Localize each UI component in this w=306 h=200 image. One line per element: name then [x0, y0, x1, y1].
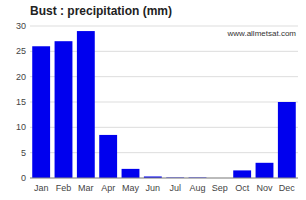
- bar: [32, 46, 50, 178]
- x-tick-label: Apr: [101, 183, 115, 193]
- x-tick-label: Oct: [235, 183, 250, 193]
- y-tick-label: 0: [21, 173, 26, 183]
- title: Bust : precipitation (mm): [30, 4, 172, 18]
- x-tick-label: Nov: [256, 183, 273, 193]
- bar: [77, 31, 95, 178]
- x-tick-label: Dec: [279, 183, 296, 193]
- bar: [278, 102, 296, 178]
- bars: [32, 31, 296, 178]
- y-tick-label: 20: [16, 72, 26, 82]
- chart-container: Bust : precipitation (mm) 0 5 10 15 20 25 30 Jan…: [0, 0, 306, 200]
- x-tick-label: Feb: [56, 183, 72, 193]
- x-axis-line: [30, 178, 298, 179]
- bar: [233, 170, 251, 178]
- grid-line: [30, 26, 298, 27]
- x-tick-label: Sep: [212, 183, 228, 193]
- bar: [55, 41, 73, 178]
- bar: [122, 169, 140, 178]
- y-tick-label: 5: [21, 148, 26, 158]
- x-tick-label: Jun: [146, 183, 161, 193]
- x-tick-label: Jan: [34, 183, 49, 193]
- y-tick-label: 30: [16, 21, 26, 31]
- x-axis: Jan Feb Mar Apr May Jun Jul Aug Sep Oct Nov Dec: [34, 183, 295, 193]
- y-tick-label: 25: [16, 46, 26, 56]
- x-tick-label: Aug: [189, 183, 205, 193]
- grid-line: [30, 178, 298, 179]
- y-tick-label: 10: [16, 122, 26, 132]
- chart: Bust : precipitation (mm) 0 5 10 15 20 25 30 Jan…: [0, 0, 306, 200]
- x-tick-label: Mar: [78, 183, 94, 193]
- x-tick-label: Jul: [169, 183, 181, 193]
- bar: [256, 163, 274, 178]
- y-axis: 0 5 10 15 20 25 30: [16, 21, 298, 183]
- watermark: www.allmetsat.com: [227, 29, 297, 38]
- y-tick-label: 15: [16, 97, 26, 107]
- bar: [99, 135, 117, 178]
- x-tick-label: May: [122, 183, 140, 193]
